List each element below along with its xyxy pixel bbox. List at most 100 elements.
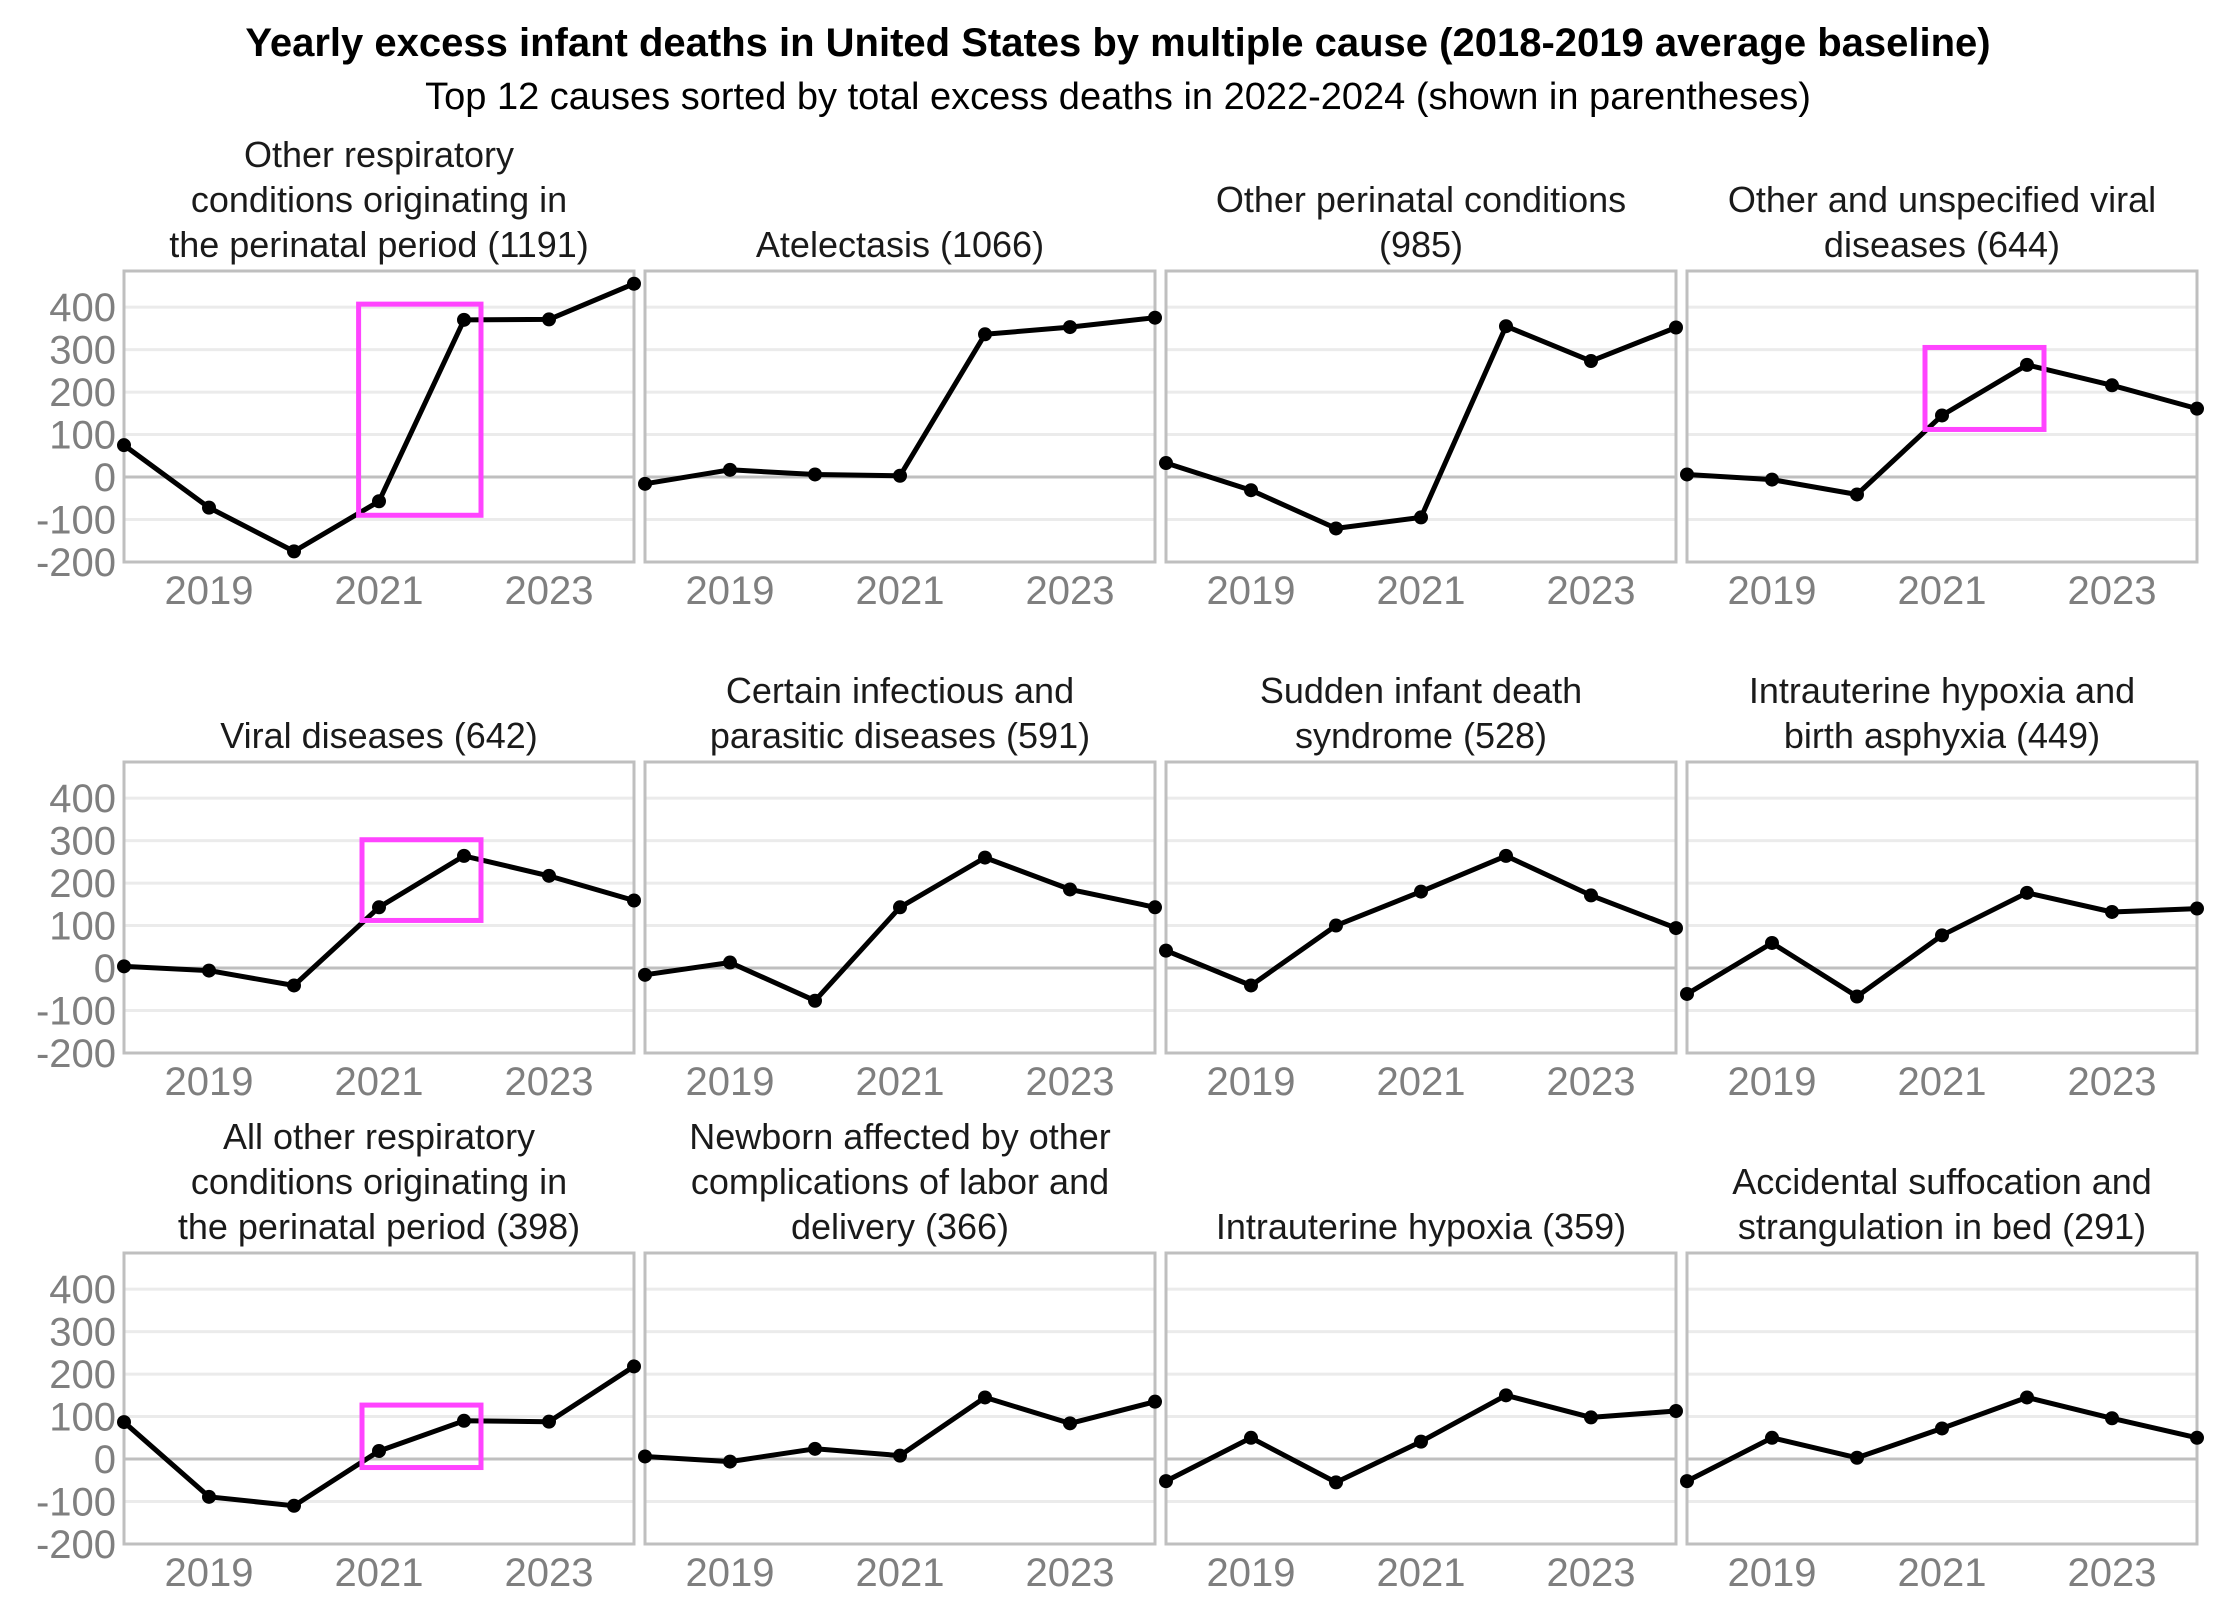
y-tick-label: 400 <box>49 777 116 821</box>
data-point <box>372 494 386 509</box>
x-tick-label: 2023 <box>2068 569 2157 613</box>
data-point <box>723 462 737 477</box>
x-tick-label: 2021 <box>1377 1060 1466 1104</box>
data-point <box>542 312 556 327</box>
facet-title: Other perinatal conditions <box>1216 179 1626 220</box>
x-tick-label: 2019 <box>1207 1060 1296 1104</box>
highlight-box <box>359 837 484 923</box>
y-tick-label: -200 <box>36 541 116 585</box>
series-line <box>1685 890 2198 999</box>
panel-border <box>1685 269 2199 564</box>
facet-title: Viral diseases (642) <box>220 715 538 756</box>
x-tick-label: 2023 <box>505 569 594 613</box>
facet-title: parasitic diseases (591) <box>710 715 1090 756</box>
facet-title: Intrauterine hypoxia (359) <box>1216 1206 1626 1247</box>
data-point <box>1935 928 1949 943</box>
data-point <box>2190 401 2204 416</box>
x-tick-label: 2021 <box>335 1060 424 1104</box>
x-tick-label: 2019 <box>165 1551 254 1595</box>
x-tick-label: 2021 <box>856 569 945 613</box>
data-point <box>287 544 301 559</box>
data-point <box>893 468 907 483</box>
series-line <box>1685 1394 2198 1484</box>
data-point <box>638 967 652 982</box>
highlight-box <box>1922 344 2047 432</box>
facet-title: strangulation in bed (291) <box>1738 1206 2146 1247</box>
y-tick-label: -100 <box>36 1481 116 1525</box>
data-point <box>457 1413 471 1428</box>
x-tick-label: 2023 <box>1026 1060 1115 1104</box>
data-point <box>2105 1411 2119 1426</box>
x-tick-label: 2023 <box>505 1060 594 1104</box>
data-point <box>893 900 907 915</box>
data-point <box>723 955 737 970</box>
data-point <box>978 850 992 865</box>
facet-title: complications of labor and <box>691 1161 1109 1202</box>
facet-panel: Atelectasis (1066) 2019 2021 2023 <box>638 224 1162 613</box>
highlight-box <box>356 301 484 518</box>
data-point <box>287 978 301 993</box>
data-point <box>978 327 992 342</box>
data-point <box>1329 521 1343 536</box>
data-point <box>1765 935 1779 950</box>
y-tick-label: 200 <box>49 1353 116 1397</box>
y-tick-label: 100 <box>49 905 116 949</box>
panel-border <box>122 1251 636 1546</box>
y-tick-label: 100 <box>49 414 116 458</box>
data-point <box>1148 1394 1162 1409</box>
x-tick-label: 2023 <box>505 1551 594 1595</box>
y-tick-label: 300 <box>49 329 116 373</box>
y-tick-label: 300 <box>49 820 116 864</box>
y-tick-label: 100 <box>49 1396 116 1440</box>
panel-border <box>1164 1251 1678 1546</box>
x-tick-label: 2021 <box>1377 1551 1466 1595</box>
x-tick-label: 2019 <box>165 569 254 613</box>
data-point <box>1499 848 1513 863</box>
data-point <box>638 1449 652 1464</box>
data-point <box>808 467 822 482</box>
facet-title: the perinatal period (398) <box>178 1206 580 1247</box>
data-point <box>1680 467 1694 482</box>
data-point <box>1680 1474 1694 1489</box>
x-tick-label: 2021 <box>335 569 424 613</box>
x-tick-label: 2021 <box>1898 1551 1987 1595</box>
data-point <box>2190 901 2204 916</box>
x-tick-label: 2023 <box>1547 1551 1636 1595</box>
data-point <box>542 1414 556 1429</box>
data-point <box>2105 904 2119 919</box>
facet-title: conditions originating in <box>191 1161 567 1202</box>
x-tick-label: 2019 <box>686 1551 775 1595</box>
data-point <box>1244 978 1258 993</box>
y-tick-label: -100 <box>36 990 116 1034</box>
data-point <box>117 438 131 453</box>
data-point <box>117 959 131 974</box>
data-point <box>808 1441 822 1456</box>
y-tick-label: -200 <box>36 1032 116 1076</box>
x-tick-label: 2019 <box>1728 1551 1817 1595</box>
x-tick-label: 2021 <box>335 1551 424 1595</box>
data-point <box>1159 1474 1173 1489</box>
y-tick-label: 400 <box>49 286 116 330</box>
data-point <box>1329 918 1343 933</box>
x-tick-label: 2021 <box>856 1551 945 1595</box>
x-tick-label: 2023 <box>2068 1060 2157 1104</box>
x-tick-label: 2019 <box>1728 569 1817 613</box>
data-point <box>457 848 471 863</box>
facet-title: Sudden infant death <box>1260 670 1582 711</box>
series-line <box>1165 323 1677 531</box>
series-line <box>122 1364 636 1509</box>
x-tick-label: 2019 <box>1207 1551 1296 1595</box>
x-tick-label: 2021 <box>1377 569 1466 613</box>
y-tick-label: 200 <box>49 371 116 415</box>
x-tick-label: 2023 <box>1547 1060 1636 1104</box>
data-point <box>1063 1416 1077 1431</box>
facet-title: Intrauterine hypoxia and <box>1749 670 2135 711</box>
data-point <box>1148 900 1162 915</box>
facet-title: diseases (644) <box>1824 224 2060 265</box>
data-point <box>627 276 641 291</box>
facet-title: syndrome (528) <box>1295 715 1547 756</box>
